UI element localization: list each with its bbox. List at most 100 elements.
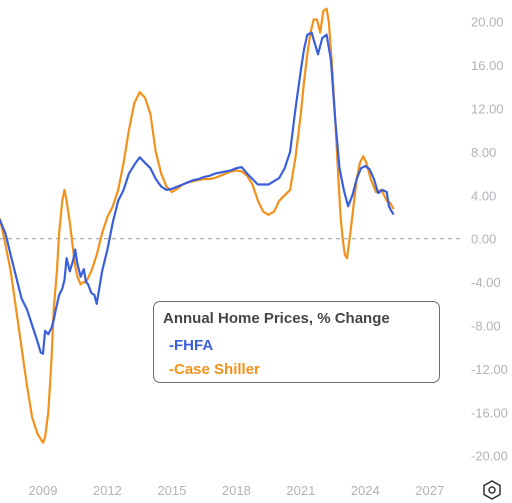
data-point-fhfa [72, 259, 74, 262]
data-point-fhfa [306, 33, 309, 36]
data-point-fhfa [325, 33, 328, 36]
data-point-fhfa [39, 351, 42, 354]
data-point-case-shiller [36, 433, 39, 435]
data-point-fhfa [251, 178, 254, 180]
data-point-fhfa [171, 187, 173, 190]
data-point-case-shiller [82, 281, 85, 283]
data-point-case-shiller [337, 178, 340, 180]
data-point-case-shiller [251, 183, 254, 186]
data-point-fhfa [230, 169, 232, 172]
data-point-case-shiller [79, 283, 82, 286]
data-point-fhfa [149, 167, 152, 170]
data-point-fhfa [192, 179, 195, 182]
data-point-case-shiller [72, 248, 74, 251]
series-line-fhfa [0, 31, 395, 355]
data-point-case-shiller [346, 257, 348, 260]
data-point-case-shiller [56, 270, 58, 273]
data-point-fhfa [74, 248, 77, 251]
data-point-fhfa [278, 177, 281, 179]
data-point-fhfa [313, 42, 316, 45]
data-point-fhfa [122, 189, 125, 191]
data-point-case-shiller [44, 436, 46, 439]
y-tick-label: -8.00 [471, 319, 501, 334]
data-point-fhfa [176, 185, 179, 188]
data-point-case-shiller [257, 199, 259, 202]
data-point-fhfa [87, 283, 89, 286]
data-point-fhfa [44, 330, 46, 332]
data-point-fhfa [360, 167, 362, 170]
data-point-case-shiller [90, 270, 93, 273]
data-point-fhfa [31, 324, 34, 327]
data-point-case-shiller [240, 170, 243, 173]
data-point-case-shiller [339, 216, 342, 218]
data-point-case-shiller [341, 237, 344, 240]
data-point-case-shiller [58, 232, 60, 235]
data-point-case-shiller [283, 194, 286, 197]
data-point-fhfa [273, 180, 275, 183]
y-tick-label: -20.00 [471, 449, 508, 464]
data-point-fhfa [224, 170, 227, 173]
data-point-fhfa [334, 118, 337, 121]
data-point-fhfa [127, 172, 130, 175]
data-point-case-shiller [52, 308, 55, 311]
data-point-case-shiller [362, 155, 365, 158]
data-point-case-shiller [26, 384, 28, 387]
data-point-case-shiller [76, 275, 79, 278]
data-point-case-shiller [312, 18, 315, 21]
data-point-fhfa [283, 167, 286, 170]
y-tick-label: 12.00 [471, 102, 504, 117]
data-point-fhfa [203, 176, 206, 178]
y-tick-label: 16.00 [471, 58, 504, 73]
data-point-case-shiller [319, 31, 322, 34]
data-point-case-shiller [359, 161, 361, 164]
data-point-case-shiller [138, 91, 141, 94]
data-point-fhfa [262, 183, 265, 186]
data-point-fhfa [368, 168, 371, 171]
data-point-case-shiller [65, 199, 68, 202]
data-point-fhfa [294, 107, 297, 110]
data-point-fhfa [35, 337, 38, 340]
series-fhfa [0, 31, 395, 355]
data-point-case-shiller [208, 178, 211, 180]
data-point-fhfa [4, 232, 7, 235]
data-point-fhfa [381, 189, 384, 191]
y-tick-label: 8.00 [471, 145, 496, 160]
data-point-fhfa [317, 53, 319, 56]
data-point-case-shiller [176, 187, 179, 190]
data-point-case-shiller [273, 210, 275, 213]
legend-title: Annual Home Prices, % Change [163, 310, 390, 327]
x-tick-label: 2024 [351, 483, 380, 498]
data-point-fhfa [55, 308, 57, 311]
data-point-fhfa [289, 151, 291, 153]
data-point-case-shiller [235, 169, 238, 172]
data-point-fhfa [385, 191, 388, 194]
y-tick-label: -16.00 [471, 405, 508, 420]
data-point-case-shiller [224, 172, 227, 175]
data-point-fhfa [106, 248, 109, 251]
data-point-fhfa [63, 279, 66, 281]
data-point-fhfa [181, 183, 184, 186]
y-tick-label: -12.00 [471, 362, 508, 377]
data-point-case-shiller [306, 53, 309, 56]
data-point-fhfa [52, 319, 55, 321]
settings-hexagon-icon[interactable] [481, 479, 503, 501]
data-point-fhfa [187, 181, 189, 184]
y-tick-label: -4.00 [471, 275, 501, 290]
data-point-fhfa [65, 257, 68, 260]
data-point-fhfa [342, 189, 345, 191]
data-point-fhfa [303, 47, 305, 50]
data-point-case-shiller [352, 205, 355, 208]
data-point-case-shiller [369, 178, 372, 180]
data-point-fhfa [20, 297, 23, 300]
legend-entry-case-shiller[interactable]: -Case Shiller [169, 361, 260, 378]
legend-entry-fhfa[interactable]: -FHFA [169, 337, 214, 354]
data-point-case-shiller [47, 411, 50, 414]
data-point-case-shiller [117, 189, 120, 191]
data-point-case-shiller [316, 18, 318, 21]
data-point-case-shiller [61, 199, 64, 202]
data-point-case-shiller [106, 216, 109, 218]
data-point-case-shiller [20, 346, 23, 349]
data-point-fhfa [299, 69, 302, 72]
